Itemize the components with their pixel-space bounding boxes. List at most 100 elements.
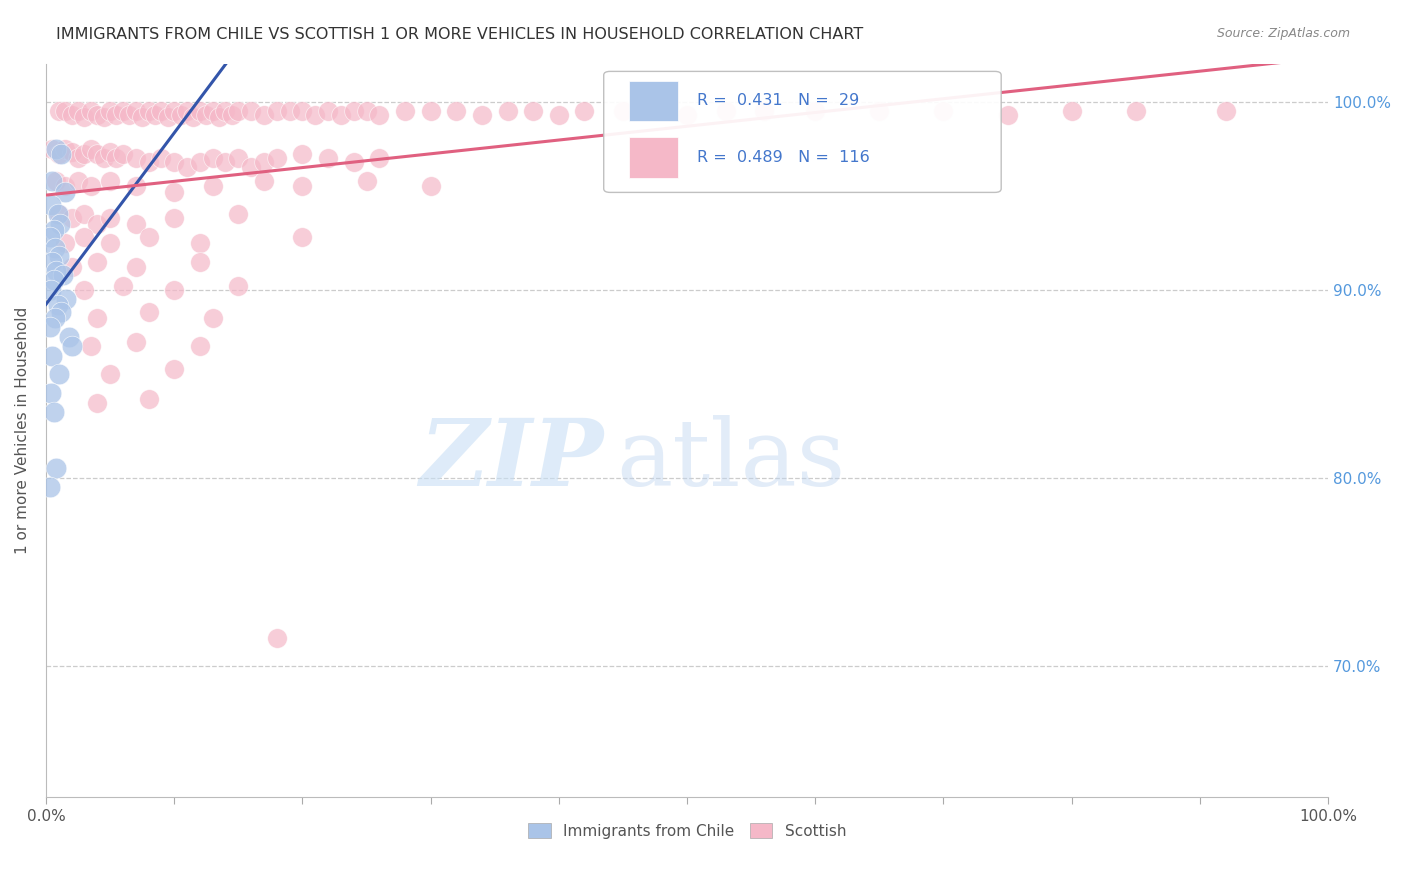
Point	[188, 104, 211, 119]
FancyBboxPatch shape	[603, 71, 1001, 193]
Point	[60, 108, 83, 122]
Point	[278, 104, 301, 119]
Point	[60, 339, 83, 353]
Point	[868, 104, 890, 119]
Point	[66, 104, 89, 119]
Point	[188, 235, 211, 250]
Point	[98, 235, 121, 250]
Legend: Immigrants from Chile, Scottish: Immigrants from Chile, Scottish	[522, 816, 852, 845]
Point	[44, 310, 66, 325]
Point	[93, 110, 115, 124]
Point	[45, 174, 67, 188]
Point	[240, 104, 263, 119]
Point	[131, 110, 153, 124]
Text: IMMIGRANTS FROM CHILE VS SCOTTISH 1 OR MORE VEHICLES IN HOUSEHOLD CORRELATION CH: IMMIGRANTS FROM CHILE VS SCOTTISH 1 OR M…	[56, 27, 863, 42]
Point	[547, 108, 569, 122]
Point	[356, 174, 378, 188]
Point	[98, 211, 121, 226]
Point	[73, 110, 96, 124]
Point	[41, 142, 63, 156]
Point	[125, 260, 148, 274]
Point	[214, 104, 236, 119]
Point	[53, 235, 76, 250]
Point	[39, 198, 62, 212]
Point	[163, 154, 186, 169]
Point	[612, 104, 634, 119]
Point	[316, 151, 339, 165]
Point	[163, 361, 186, 376]
Point	[343, 104, 366, 119]
Point	[150, 104, 173, 119]
Point	[45, 461, 67, 475]
Point	[73, 283, 96, 297]
Point	[60, 211, 83, 226]
Point	[53, 185, 76, 199]
Point	[143, 108, 166, 122]
Point	[86, 217, 108, 231]
Point	[73, 147, 96, 161]
Point	[226, 279, 249, 293]
Point	[291, 147, 314, 161]
Point	[51, 147, 73, 161]
Point	[195, 108, 218, 122]
Point	[201, 151, 224, 165]
Point	[86, 108, 108, 122]
Point	[60, 260, 83, 274]
Point	[188, 254, 211, 268]
Point	[38, 320, 60, 334]
Point	[163, 211, 186, 226]
Point	[240, 161, 263, 175]
Point	[41, 254, 63, 268]
Point	[201, 310, 224, 325]
Point	[676, 108, 699, 122]
Point	[169, 108, 191, 122]
Point	[226, 151, 249, 165]
Point	[932, 104, 955, 119]
Point	[188, 339, 211, 353]
Point	[80, 104, 103, 119]
Point	[98, 174, 121, 188]
Point	[208, 110, 231, 124]
Point	[49, 217, 72, 231]
Text: R =  0.431   N =  29: R = 0.431 N = 29	[697, 94, 859, 108]
Point	[156, 110, 179, 124]
Point	[201, 104, 224, 119]
Point	[51, 305, 73, 319]
Point	[291, 179, 314, 194]
Point	[53, 179, 76, 194]
Point	[304, 108, 326, 122]
Point	[214, 154, 236, 169]
Y-axis label: 1 or more Vehicles in Household: 1 or more Vehicles in Household	[15, 307, 30, 554]
Point	[138, 154, 160, 169]
Point	[266, 631, 288, 645]
Point	[253, 154, 276, 169]
Point	[997, 108, 1019, 122]
Point	[125, 335, 148, 350]
Point	[253, 108, 276, 122]
Point	[98, 104, 121, 119]
Point	[752, 104, 775, 119]
Point	[804, 104, 827, 119]
Point	[80, 142, 103, 156]
Point	[201, 179, 224, 194]
Point	[221, 108, 243, 122]
Point	[163, 185, 186, 199]
Bar	[630, 80, 678, 121]
Point	[60, 145, 83, 160]
Point	[41, 174, 63, 188]
Point	[41, 349, 63, 363]
Point	[48, 368, 70, 382]
Point	[125, 104, 148, 119]
Point	[80, 179, 103, 194]
Point	[266, 104, 288, 119]
Point	[574, 104, 596, 119]
Text: ZIP: ZIP	[419, 415, 603, 505]
Point	[42, 222, 65, 236]
Point	[48, 249, 70, 263]
Point	[226, 104, 249, 119]
Point	[471, 108, 494, 122]
Point	[111, 147, 134, 161]
Point	[53, 104, 76, 119]
Point	[93, 151, 115, 165]
Point	[394, 104, 416, 119]
